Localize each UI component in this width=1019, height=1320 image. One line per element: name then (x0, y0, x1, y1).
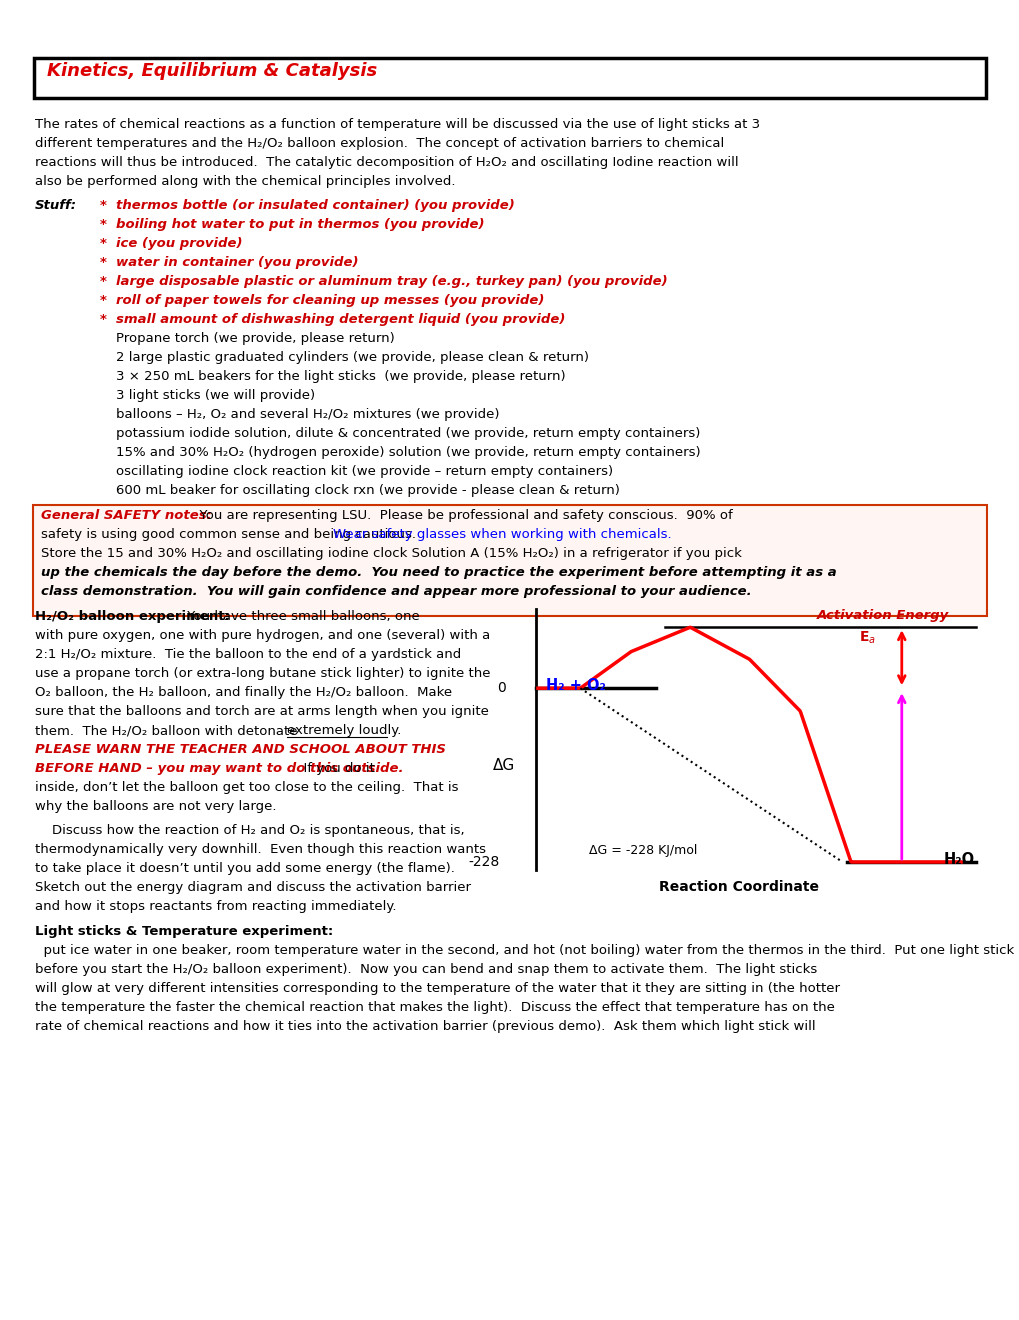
Text: why the balloons are not very large.: why the balloons are not very large. (35, 800, 276, 813)
Text: *: * (100, 294, 107, 308)
Text: will glow at very different intensities corresponding to the temperature of the : will glow at very different intensities … (35, 982, 840, 995)
Text: with pure oxygen, one with pure hydrogen, and one (several) with a: with pure oxygen, one with pure hydrogen… (35, 630, 490, 642)
Text: water in container (you provide): water in container (you provide) (116, 256, 358, 269)
Text: Light sticks & Temperature experiment:: Light sticks & Temperature experiment: (35, 925, 333, 939)
Text: E$_a$: E$_a$ (859, 630, 875, 645)
Text: 2:1 H₂/O₂ mixture.  Tie the balloon to the end of a yardstick and: 2:1 H₂/O₂ mixture. Tie the balloon to th… (35, 648, 461, 661)
Text: small amount of dishwashing detergent liquid (you provide): small amount of dishwashing detergent li… (116, 313, 565, 326)
Text: Sketch out the energy diagram and discuss the activation barrier: Sketch out the energy diagram and discus… (35, 880, 471, 894)
Text: H₂O: H₂O (943, 851, 974, 867)
Text: O₂ balloon, the H₂ balloon, and finally the H₂/O₂ balloon.  Make: O₂ balloon, the H₂ balloon, and finally … (35, 686, 451, 700)
Text: 600 mL beaker for oscillating clock rxn (we provide - please clean & return): 600 mL beaker for oscillating clock rxn … (116, 484, 620, 498)
Text: General SAFETY notes:: General SAFETY notes: (41, 510, 212, 521)
Text: boiling hot water to put in thermos (you provide): boiling hot water to put in thermos (you… (116, 218, 484, 231)
Text: up the chemicals the day before the demo.  You need to practice the experiment b: up the chemicals the day before the demo… (41, 566, 836, 579)
Text: potassium iodide solution, dilute & concentrated (we provide, return empty conta: potassium iodide solution, dilute & conc… (116, 426, 700, 440)
Text: safety is using good common sense and being cautious.: safety is using good common sense and be… (41, 528, 420, 541)
Text: The rates of chemical reactions as a function of temperature will be discussed v: The rates of chemical reactions as a fun… (35, 117, 759, 131)
Text: put ice water in one beaker, room temperature water in the second, and hot (not : put ice water in one beaker, room temper… (35, 944, 1019, 957)
Text: inside, don’t let the balloon get too close to the ceiling.  That is: inside, don’t let the balloon get too cl… (35, 781, 459, 795)
Text: ΔG = -228 KJ/mol: ΔG = -228 KJ/mol (588, 843, 696, 857)
Text: PLEASE WARN THE TEACHER AND SCHOOL ABOUT THIS: PLEASE WARN THE TEACHER AND SCHOOL ABOUT… (35, 743, 445, 756)
Text: 15% and 30% H₂O₂ (hydrogen peroxide) solution (we provide, return empty containe: 15% and 30% H₂O₂ (hydrogen peroxide) sol… (116, 446, 700, 459)
Text: extremely loudly.: extremely loudly. (286, 723, 401, 737)
Text: class demonstration.  You will gain confidence and appear more professional to y: class demonstration. You will gain confi… (41, 585, 751, 598)
Text: different temperatures and the H₂/O₂ balloon explosion.  The concept of activati: different temperatures and the H₂/O₂ bal… (35, 137, 723, 150)
Text: You have three small balloons, one: You have three small balloons, one (182, 610, 420, 623)
Text: sure that the balloons and torch are at arms length when you ignite: sure that the balloons and torch are at … (35, 705, 488, 718)
Text: 0: 0 (497, 681, 505, 696)
Text: Kinetics, Equilibrium & Catalysis: Kinetics, Equilibrium & Catalysis (47, 62, 377, 81)
FancyBboxPatch shape (33, 506, 986, 616)
Text: thermodynamically very downhill.  Even though this reaction wants: thermodynamically very downhill. Even th… (35, 843, 485, 855)
Text: rate of chemical reactions and how it ties into the activation barrier (previous: rate of chemical reactions and how it ti… (35, 1020, 815, 1034)
Text: -228: -228 (469, 855, 499, 869)
Text: You are representing LSU.  Please be professional and safety conscious.  90% of: You are representing LSU. Please be prof… (191, 510, 732, 521)
Text: to take place it doesn’t until you add some energy (the flame).: to take place it doesn’t until you add s… (35, 862, 454, 875)
Text: *: * (100, 199, 107, 213)
Text: use a propane torch (or extra-long butane stick lighter) to ignite the: use a propane torch (or extra-long butan… (35, 667, 490, 680)
Text: balloons – H₂, O₂ and several H₂/O₂ mixtures (we provide): balloons – H₂, O₂ and several H₂/O₂ mixt… (116, 408, 499, 421)
Text: roll of paper towels for cleaning up messes (you provide): roll of paper towels for cleaning up mes… (116, 294, 544, 308)
Text: and how it stops reactants from reacting immediately.: and how it stops reactants from reacting… (35, 900, 396, 913)
Text: *: * (100, 313, 107, 326)
Text: oscillating iodine clock reaction kit (we provide – return empty containers): oscillating iodine clock reaction kit (w… (116, 465, 612, 478)
Text: them.  The H₂/O₂ balloon with detonate: them. The H₂/O₂ balloon with detonate (35, 723, 302, 737)
Text: thermos bottle (or insulated container) (you provide): thermos bottle (or insulated container) … (116, 199, 515, 213)
Text: 3 light sticks (we will provide): 3 light sticks (we will provide) (116, 389, 315, 403)
Text: H₂ + O₂: H₂ + O₂ (546, 678, 605, 693)
Text: 2 large plastic graduated cylinders (we provide, please clean & return): 2 large plastic graduated cylinders (we … (116, 351, 588, 364)
Text: before you start the H₂/O₂ balloon experiment).  Now you can bend and snap them : before you start the H₂/O₂ balloon exper… (35, 964, 816, 975)
Text: BEFORE HAND – you may want to do this outside.: BEFORE HAND – you may want to do this ou… (35, 762, 404, 775)
Text: *: * (100, 256, 107, 269)
Text: Stuff:: Stuff: (35, 199, 76, 213)
Text: Wear safety glasses when working with chemicals.: Wear safety glasses when working with ch… (332, 528, 671, 541)
Text: the temperature the faster the chemical reaction that makes the light).  Discuss: the temperature the faster the chemical … (35, 1001, 835, 1014)
Text: Discuss how the reaction of H₂ and O₂ is spontaneous, that is,: Discuss how the reaction of H₂ and O₂ is… (35, 824, 465, 837)
Text: Store the 15 and 30% H₂O₂ and oscillating iodine clock Solution A (15% H₂O₂) in : Store the 15 and 30% H₂O₂ and oscillatin… (41, 546, 741, 560)
Text: *: * (100, 238, 107, 249)
Text: *: * (100, 275, 107, 288)
Text: ΔG: ΔG (492, 758, 515, 772)
Text: large disposable plastic or aluminum tray (e.g., turkey pan) (you provide): large disposable plastic or aluminum tra… (116, 275, 667, 288)
Text: 3 × 250 mL beakers for the light sticks  (we provide, please return): 3 × 250 mL beakers for the light sticks … (116, 370, 566, 383)
Text: Reaction Coordinate: Reaction Coordinate (658, 880, 818, 894)
Text: ice (you provide): ice (you provide) (116, 238, 243, 249)
Text: also be performed along with the chemical principles involved.: also be performed along with the chemica… (35, 176, 455, 187)
Text: *: * (100, 218, 107, 231)
FancyBboxPatch shape (34, 58, 985, 98)
Text: Activation Energy: Activation Energy (816, 610, 949, 622)
Text: H₂/O₂ balloon experiment:: H₂/O₂ balloon experiment: (35, 610, 229, 623)
Text: If you do it: If you do it (294, 762, 375, 775)
Text: reactions will thus be introduced.  The catalytic decomposition of H₂O₂ and osci: reactions will thus be introduced. The c… (35, 156, 738, 169)
Text: Propane torch (we provide, please return): Propane torch (we provide, please return… (116, 333, 394, 345)
